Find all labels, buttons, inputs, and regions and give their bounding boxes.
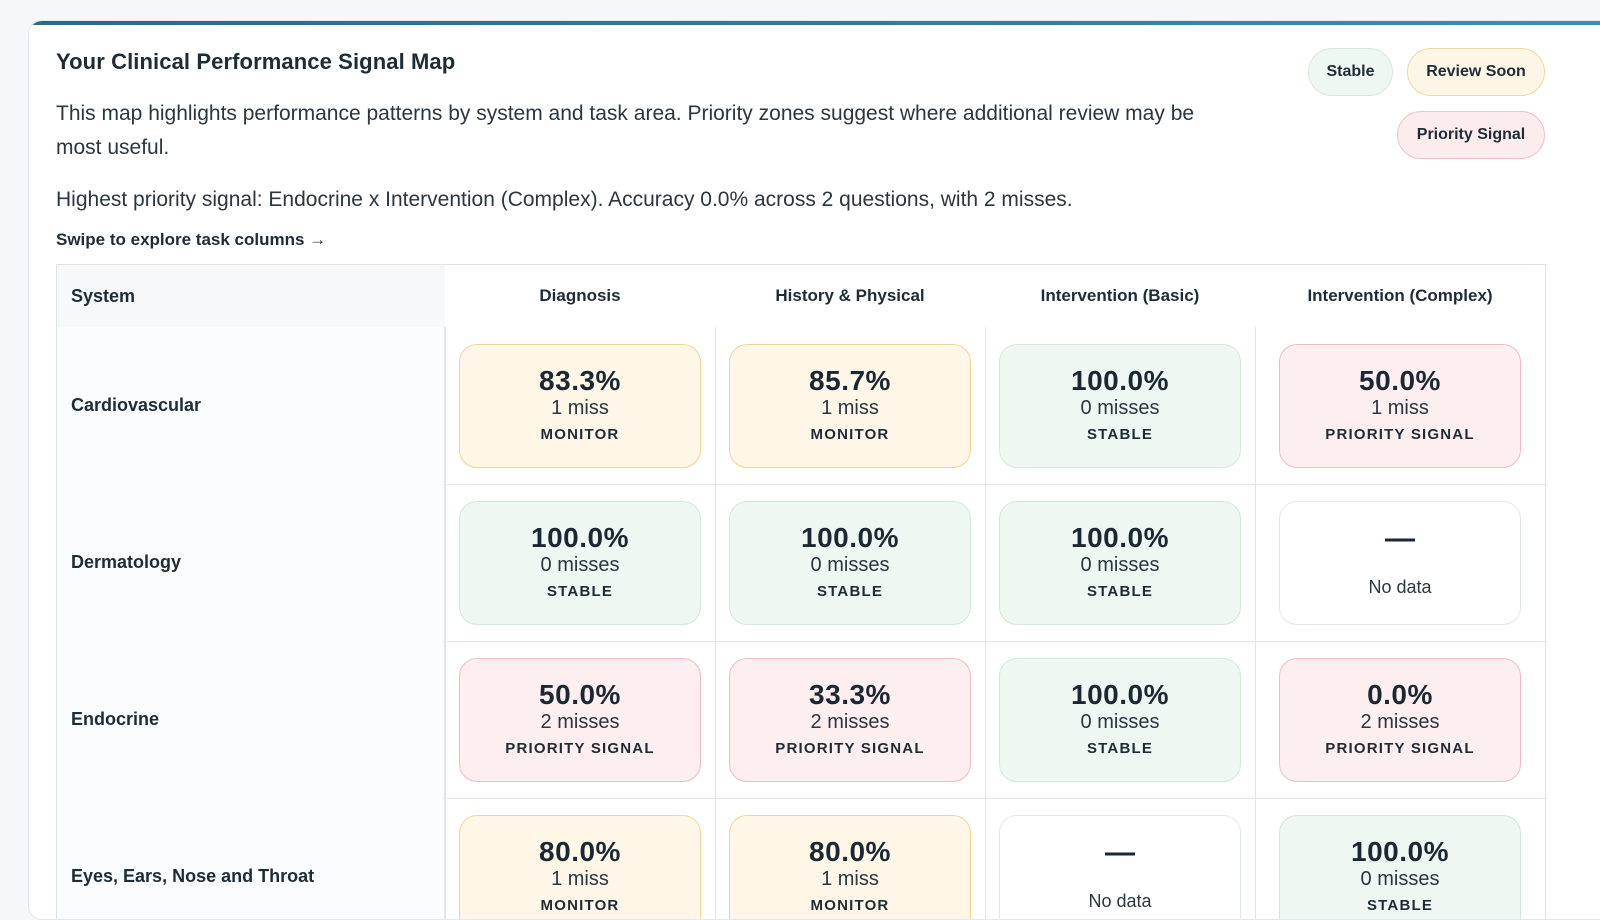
no-data-dash: —	[1105, 836, 1135, 869]
signal-cell[interactable]: 100.0% 0 misses STABLE	[999, 344, 1241, 468]
signal-status: STABLE	[1086, 740, 1154, 757]
row-divider	[57, 641, 1547, 642]
signal-status: STABLE	[1086, 426, 1154, 443]
no-data-dash: —	[1385, 522, 1415, 555]
miss-count: 0 misses	[1080, 554, 1160, 576]
no-data-label: No data	[1368, 577, 1432, 597]
miss-count: 1 miss	[551, 397, 609, 419]
signal-cell[interactable]: 80.0% 1 miss MONITOR	[729, 815, 971, 919]
system-row-label: Cardiovascular	[57, 327, 445, 484]
signal-map-table[interactable]: System Diagnosis History & Physical Inte…	[56, 264, 1547, 919]
column-divider	[445, 327, 446, 919]
accuracy-percent: 83.3%	[539, 365, 621, 396]
miss-count: 0 misses	[540, 554, 620, 576]
signal-status: PRIORITY SIGNAL	[1325, 740, 1475, 757]
accuracy-percent: 100.0%	[1071, 522, 1169, 553]
card-description: This map highlights performance patterns…	[56, 102, 1195, 159]
swipe-hint: Swipe to explore task columns →	[56, 230, 327, 249]
legend-stable-pill: Stable	[1308, 48, 1393, 96]
signal-status: PRIORITY SIGNAL	[1325, 426, 1475, 443]
miss-count: 0 misses	[1080, 397, 1160, 419]
accuracy-percent: 50.0%	[1359, 365, 1441, 396]
signal-status: PRIORITY SIGNAL	[775, 740, 925, 757]
accuracy-percent: 100.0%	[801, 522, 899, 553]
accuracy-percent: 100.0%	[531, 522, 629, 553]
signal-status: MONITOR	[810, 426, 890, 443]
no-data-label: No data	[1088, 891, 1152, 911]
signal-status: STABLE	[546, 583, 614, 600]
accuracy-percent: 80.0%	[809, 836, 891, 867]
accuracy-percent: 85.7%	[809, 365, 891, 396]
signal-cell[interactable]: 0.0% 2 misses PRIORITY SIGNAL	[1279, 658, 1521, 782]
row-divider	[57, 798, 1547, 799]
column-header-intervention-basic: Intervention (Basic)	[1040, 286, 1200, 305]
accuracy-percent: 50.0%	[539, 679, 621, 710]
signal-cell[interactable]: 83.3% 1 miss MONITOR	[459, 344, 701, 468]
signal-cell[interactable]: 100.0% 0 misses STABLE	[459, 501, 701, 625]
signal-status: STABLE	[1086, 583, 1154, 600]
signal-cell[interactable]: 100.0% 0 misses STABLE	[999, 501, 1241, 625]
column-divider	[985, 327, 986, 919]
legend-priority-signal-pill: Priority Signal	[1397, 111, 1545, 159]
system-row-label: Eyes, Ears, Nose and Throat	[57, 798, 445, 919]
miss-count: 0 misses	[1080, 711, 1160, 733]
miss-count: 0 misses	[1360, 868, 1440, 890]
column-header-history-physical: History & Physical	[775, 286, 925, 305]
miss-count: 1 miss	[821, 868, 879, 890]
accuracy-percent: 100.0%	[1071, 679, 1169, 710]
card-title: Your Clinical Performance Signal Map	[56, 49, 456, 74]
signal-status: PRIORITY SIGNAL	[505, 740, 655, 757]
signal-cell[interactable]: 33.3% 2 misses PRIORITY SIGNAL	[729, 658, 971, 782]
accuracy-percent: 100.0%	[1351, 836, 1449, 867]
signal-cell[interactable]: 50.0% 1 miss PRIORITY SIGNAL	[1279, 344, 1521, 468]
miss-count: 1 miss	[551, 868, 609, 890]
miss-count: 2 misses	[540, 711, 620, 733]
column-divider	[1255, 327, 1256, 919]
signal-cell[interactable]: 85.7% 1 miss MONITOR	[729, 344, 971, 468]
signal-cell[interactable]: 50.0% 2 misses PRIORITY SIGNAL	[459, 658, 701, 782]
column-header-diagnosis: Diagnosis	[539, 286, 621, 305]
miss-count: 0 misses	[810, 554, 890, 576]
signal-status: MONITOR	[540, 426, 620, 443]
miss-count: 1 miss	[1371, 397, 1429, 419]
signal-cell[interactable]: 80.0% 1 miss MONITOR	[459, 815, 701, 919]
signal-cell[interactable]: 100.0% 0 misses STABLE	[1279, 815, 1521, 919]
column-divider	[715, 327, 716, 919]
row-divider	[57, 484, 1547, 485]
legend-review-soon-pill: Review Soon	[1407, 48, 1545, 96]
system-row-label: Dermatology	[57, 484, 445, 641]
column-header-intervention-complex: Intervention (Complex)	[1307, 286, 1493, 305]
accuracy-percent: 0.0%	[1367, 679, 1433, 710]
miss-count: 2 misses	[1360, 711, 1440, 733]
accuracy-percent: 100.0%	[1071, 365, 1169, 396]
signal-status: STABLE	[816, 583, 884, 600]
card-accent-bar	[29, 21, 1600, 25]
highest-priority-summary: Highest priority signal: Endocrine x Int…	[56, 188, 1073, 211]
accuracy-percent: 80.0%	[539, 836, 621, 867]
miss-count: 2 misses	[810, 711, 890, 733]
signal-cell[interactable]: — No data	[999, 815, 1241, 919]
system-column-header: System	[57, 265, 445, 327]
miss-count: 1 miss	[821, 397, 879, 419]
signal-cell[interactable]: — No data	[1279, 501, 1521, 625]
signal-cell[interactable]: 100.0% 0 misses STABLE	[729, 501, 971, 625]
system-row-label: Endocrine	[57, 641, 445, 798]
signal-cell[interactable]: 100.0% 0 misses STABLE	[999, 658, 1241, 782]
accuracy-percent: 33.3%	[809, 679, 891, 710]
signal-map-card: Your Clinical Performance Signal Map Thi…	[28, 20, 1600, 920]
